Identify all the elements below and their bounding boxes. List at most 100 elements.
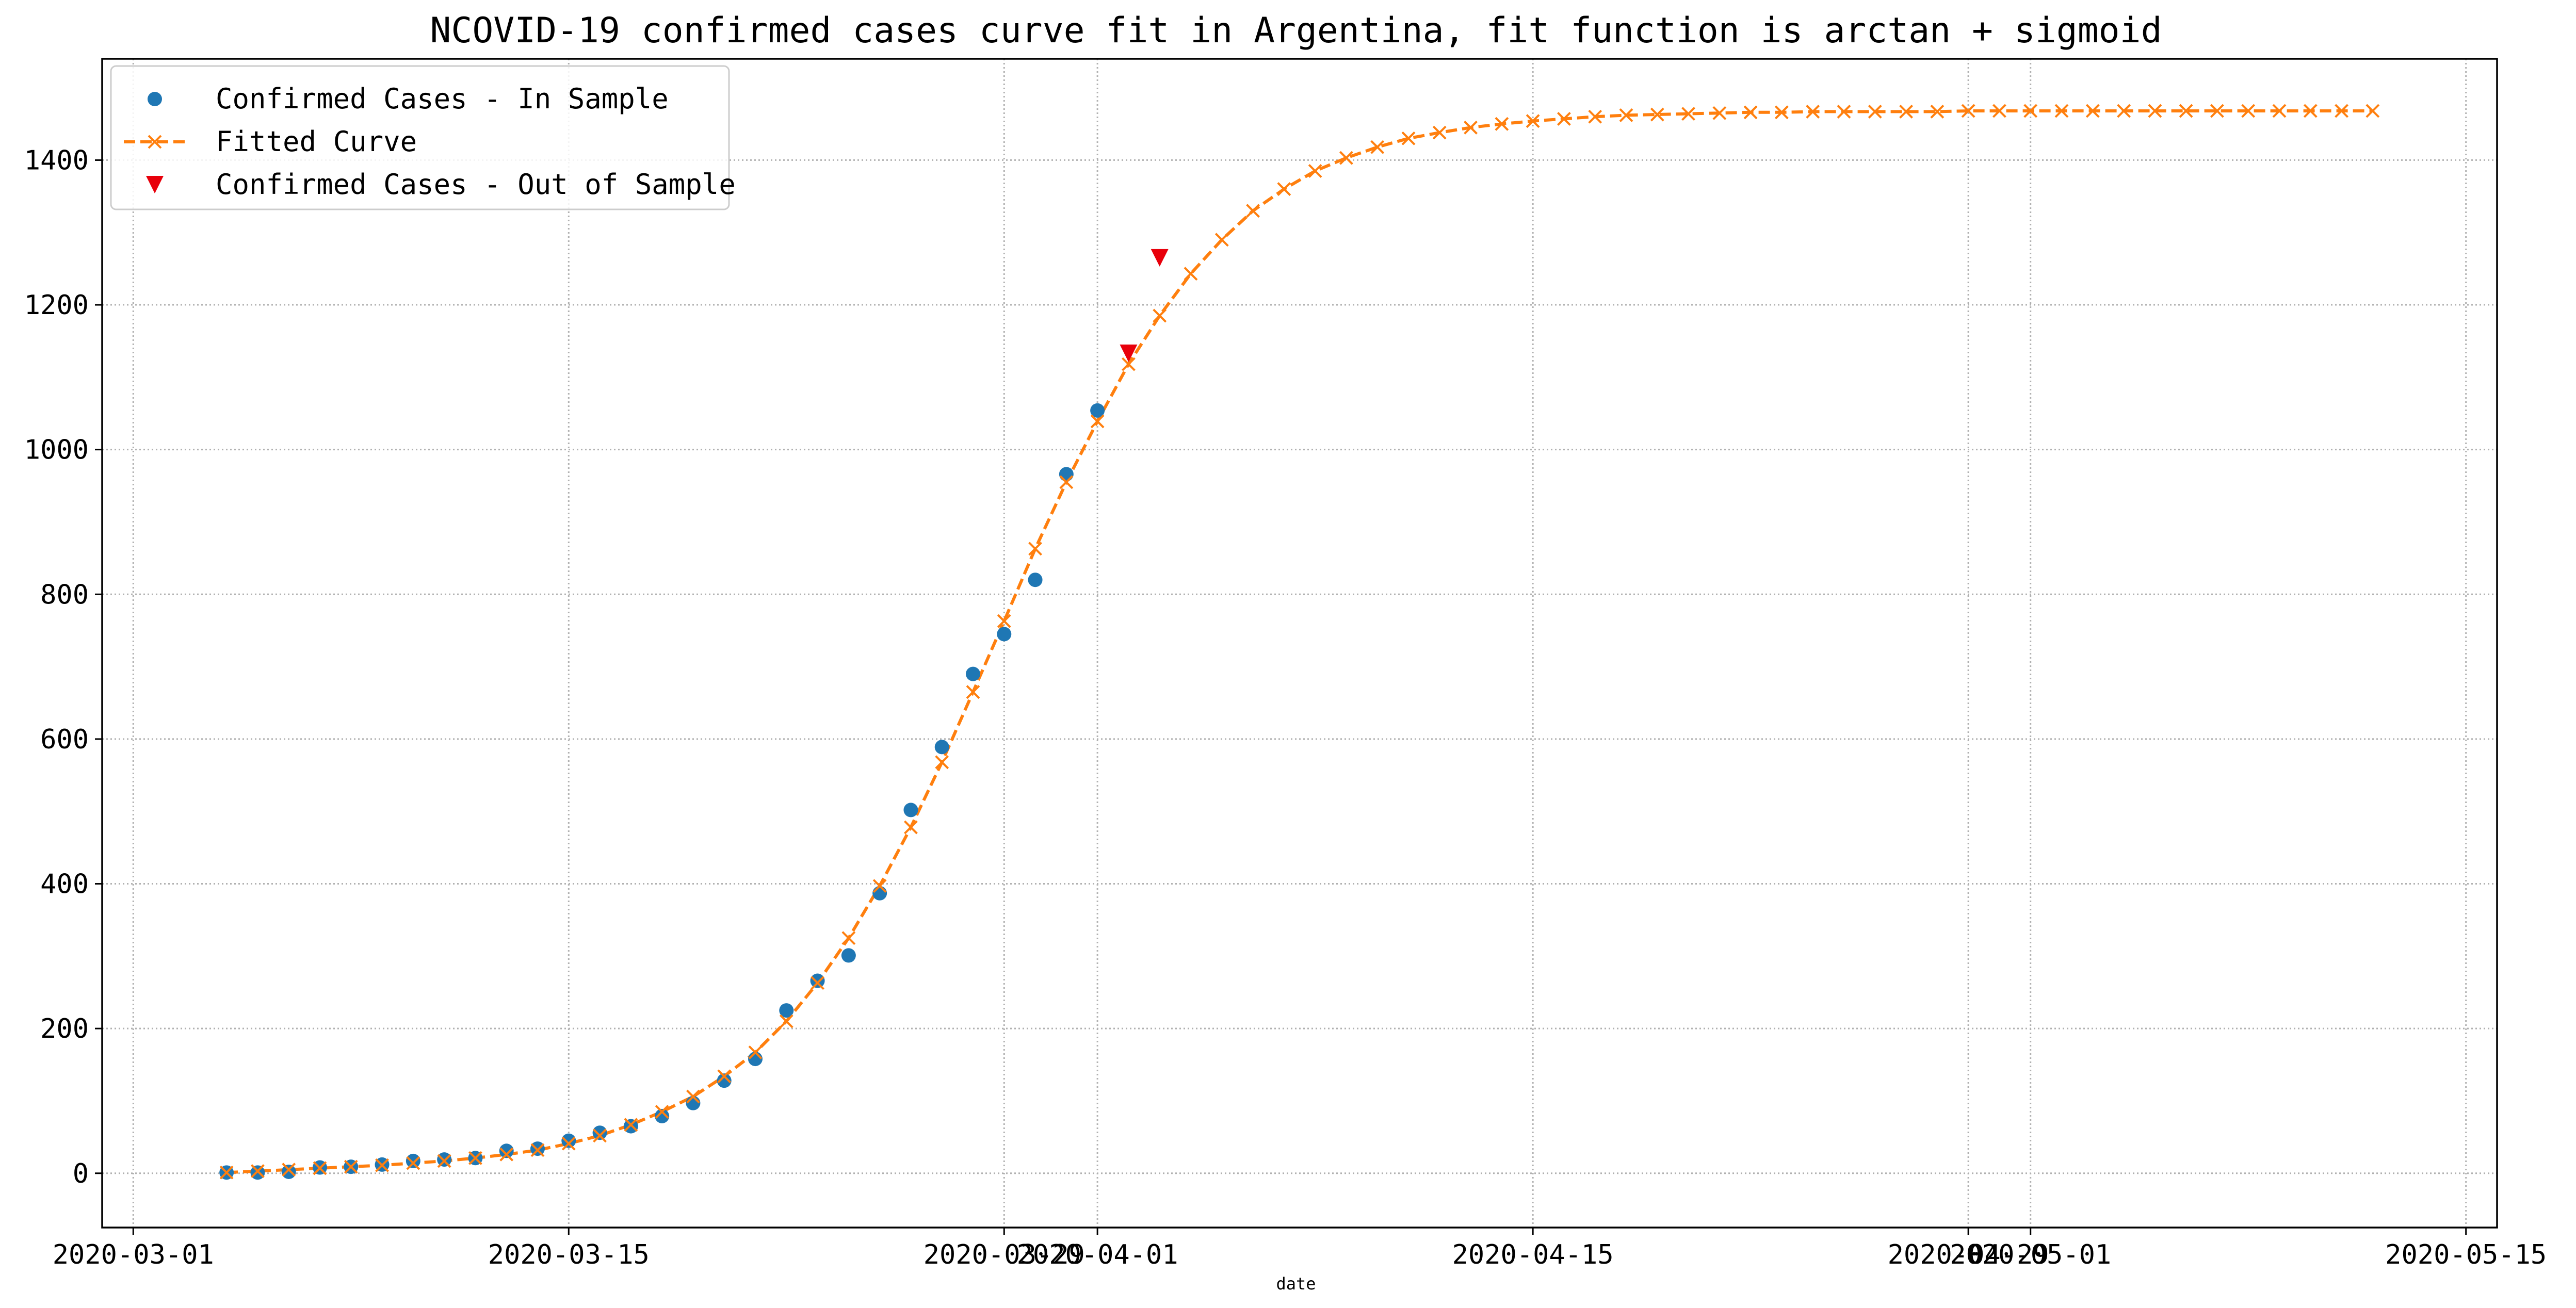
fitted-point-marker [904,820,918,835]
fitted-point-marker [811,976,824,990]
fitted-point-marker [2210,104,2224,118]
y-tick-label: 600 [40,724,89,755]
x-tick-label: 2020-04-01 [1017,1239,1178,1270]
fitted-point-marker [966,685,980,699]
fitted-point-marker [1495,117,1509,131]
legend-marker-out-of-sample [146,176,164,193]
legend-label-in-sample: Confirmed Cases - In Sample [216,83,669,115]
x-tick-label: 2020-04-29 [1888,1239,2049,1270]
fitted-point-marker [1277,182,1291,196]
y-tick-label: 1200 [24,290,89,321]
fitted-point-marker [1526,114,1540,128]
fitted-point-marker [593,1129,607,1143]
fitted-point-marker [468,1151,482,1165]
fitted-point-marker [935,755,949,770]
in-sample-point [841,948,856,963]
in-sample-point [717,1073,732,1088]
legend-box [110,65,730,210]
y-tick-label: 1000 [24,435,89,466]
in-sample-point [810,973,825,988]
fitted-point-marker [2366,104,2380,118]
fitted-point-marker [1712,106,1727,120]
in-sample-point [561,1133,576,1148]
x-tick-label: 2020-05-01 [1950,1239,2111,1270]
fitted-point-marker [624,1118,638,1132]
fitted-point-marker [344,1159,358,1174]
fitted-point-marker [872,879,887,893]
x-axis-label: date [1276,1274,1316,1294]
fitted-point-marker [2335,104,2348,118]
fitted-point-marker [717,1069,732,1084]
fitted-curve-line [226,109,2373,1174]
fitted-point-marker [841,931,856,945]
fitted-point-marker [997,614,1011,628]
fitted-point-marker [1246,204,1260,218]
fitted-point-marker [561,1136,576,1151]
fitted-point-marker [686,1089,700,1104]
fitted-point-marker [2023,104,2038,118]
y-tick-label: 1400 [24,145,89,176]
fitted-point-marker [1214,233,1229,247]
legend-label-out-of-sample: Confirmed Cases - Out of Sample [216,168,736,201]
in-sample-point [592,1125,607,1140]
fitted-point-marker [655,1105,669,1119]
y-tick-label: 0 [73,1158,89,1189]
fitted-point-marker [1090,414,1105,429]
in-sample-point [655,1108,670,1123]
in-sample-point [966,666,980,681]
in-sample-point [779,1003,794,1018]
legend: Confirmed Cases - In Sample Fitted Curve C… [110,65,736,210]
fitted-point-marker [313,1161,327,1175]
fitted-point-marker [1961,104,1975,118]
fitted-point-marker [1059,475,1074,489]
y-tick-label: 200 [40,1013,89,1044]
fitted-point-marker [1930,105,1945,119]
fitted-point-marker [2241,104,2256,118]
fitted-point-marker [219,1165,234,1180]
axis-ticks: 2020-03-01 2020-03-15 2020-03-292020-04-01… [24,145,2547,1270]
legend-label-fitted: Fitted Curve [216,125,417,158]
fitted-point-marker [2085,104,2100,118]
fitted-point-marker [1153,308,1167,323]
in-sample-point [872,886,887,901]
fitted-point-marker [1650,107,1664,122]
fitted-point-marker [2179,104,2193,118]
in-sample-point [281,1164,296,1179]
fitted-point-marker [1837,105,1851,119]
fitted-point-marker [1464,120,1478,135]
x-tick-label: 2020-05-15 [2385,1239,2547,1270]
fitted-point-marker [1868,105,1882,119]
in-sample-point [1028,573,1043,587]
data-marks [219,104,2380,1180]
fitted-point-marker [406,1156,420,1170]
in-sample-point [934,740,949,755]
chart-title: NCOVID-19 confirmed cases curve fit in A… [430,10,2162,51]
fitted-point-marker [2117,104,2131,118]
in-sample-point [1059,467,1074,482]
fitted-point-marker [1432,125,1447,140]
fitted-point-marker [1588,109,1602,124]
out-of-sample-point [1120,345,1138,363]
legend-marker-fitted [148,135,162,149]
fitted-point-marker [251,1164,265,1178]
x-tick-label: 2020-03-29 [924,1239,1085,1270]
fitted-point-marker [1308,164,1322,178]
x-tick-label: 2020-04-15 [1452,1239,1614,1270]
in-sample-point [997,627,1012,642]
fitted-point-marker [748,1045,763,1059]
fitted-point-marker [2054,104,2069,118]
fitted-point-marker [1775,105,1789,120]
fitted-curve-layer [226,109,2373,1174]
fitted-point-marker [1743,105,1758,120]
fitted-point-marker [1401,131,1416,145]
fitted-point-marker [1184,267,1198,281]
fitted-point-marker [437,1154,451,1168]
fitted-point-marker [530,1143,545,1157]
fitted-point-marker [779,1014,793,1028]
fitted-point-marker [282,1163,296,1177]
fitted-point-marker [1619,108,1633,122]
fitted-point-marker [2148,104,2162,118]
out-of-sample-point [1151,249,1169,267]
